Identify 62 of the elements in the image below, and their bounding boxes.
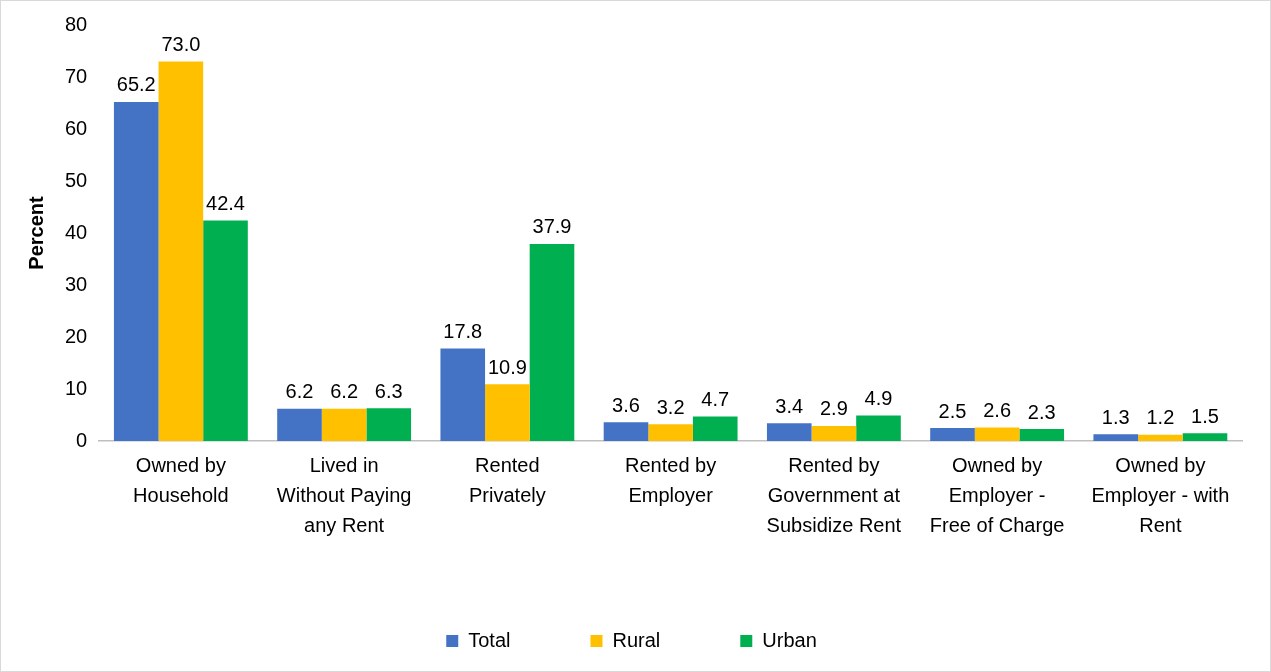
bar: [930, 428, 975, 441]
data-label: 6.2: [330, 380, 359, 403]
data-label: 1.5: [1191, 404, 1219, 427]
x-tick-label: Owned by Employer - Free of Charge: [929, 453, 1065, 536]
data-label: 6.2: [285, 380, 314, 403]
legend-label: Rural: [612, 628, 661, 651]
data-label: 2.9: [819, 397, 848, 420]
data-label: 3.2: [656, 395, 685, 418]
bar: [113, 101, 159, 441]
data-label: 4.7: [701, 388, 730, 411]
bar: [1093, 434, 1139, 441]
bar: [321, 408, 367, 441]
data-label: 17.8: [443, 319, 483, 342]
data-label: 1.2: [1146, 406, 1175, 429]
data-label: 73.0: [161, 32, 201, 55]
data-label: 37.9: [532, 215, 572, 238]
y-axis-title: Percent: [24, 195, 47, 270]
y-tick-label: 80: [65, 12, 88, 35]
bar: [648, 424, 693, 441]
bar: [1019, 429, 1065, 441]
x-tick-label: Rented by Employer: [625, 453, 717, 506]
bar: [692, 416, 738, 441]
data-label: 2.6: [983, 399, 1012, 421]
y-tick-label: 20: [65, 324, 88, 347]
x-tick-label: Rented by Government at Subsidize Rent: [766, 453, 902, 536]
y-tick-label: 70: [65, 64, 88, 87]
bar: [603, 422, 649, 441]
bar: [440, 348, 486, 441]
data-label: 10.9: [487, 355, 527, 378]
x-tick-label: Owned by Employer - with Rent: [1091, 453, 1230, 536]
y-tick-label: 30: [65, 272, 88, 295]
data-label: 1.3: [1101, 405, 1130, 428]
data-label: 3.4: [775, 394, 804, 417]
x-tick-label: Rented Privately: [469, 453, 546, 506]
y-tick-label: 0: [76, 428, 88, 451]
x-tick-label: Owned by Household: [133, 453, 229, 506]
x-tick-label: Lived in Without Paying any Rent: [276, 453, 412, 536]
bar: [277, 408, 322, 441]
bar: [1138, 434, 1183, 441]
data-label: 42.4: [206, 192, 245, 215]
data-label: 65.2: [116, 73, 156, 96]
bar: [766, 423, 812, 441]
y-tick-label: 50: [65, 168, 88, 191]
bar: [529, 243, 575, 441]
bar: [811, 425, 857, 441]
data-label: 2.3: [1027, 400, 1056, 423]
data-label: 4.9: [864, 387, 893, 410]
data-label: 3.6: [612, 393, 640, 416]
bar: [974, 427, 1020, 441]
bar: [366, 408, 412, 441]
data-label: 2.5: [938, 399, 967, 422]
bar: [203, 220, 248, 441]
legend-label: Urban: [762, 628, 817, 651]
y-tick-label: 60: [65, 116, 88, 139]
legend-label: Total: [468, 628, 511, 651]
bar: [1182, 433, 1228, 441]
data-label: 6.3: [374, 379, 403, 402]
y-tick-label: 10: [65, 376, 88, 399]
bar: [485, 384, 530, 441]
y-tick-label: 40: [65, 220, 88, 243]
bar: [856, 415, 901, 441]
bar: [158, 61, 204, 441]
